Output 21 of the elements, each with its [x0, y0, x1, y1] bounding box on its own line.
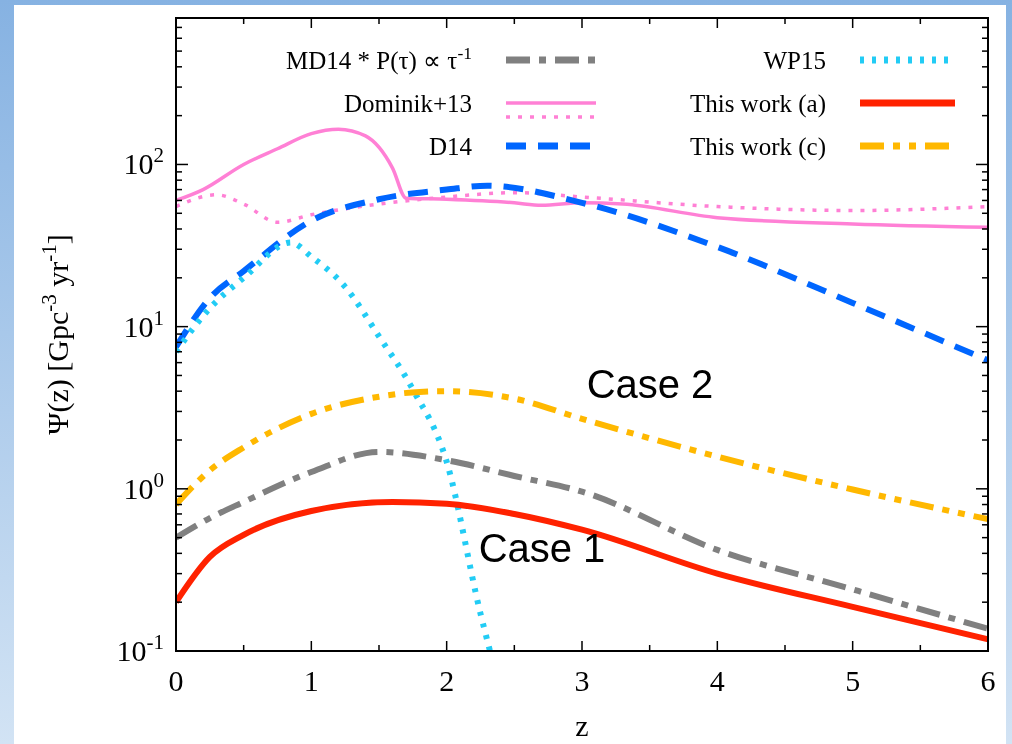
legend-label: Dominik+13 [344, 90, 472, 117]
x-tick-label: 3 [574, 664, 590, 697]
x-tick-label: 6 [980, 664, 996, 697]
legend-label: This work (a) [689, 90, 826, 118]
legend-label: D14 [428, 133, 473, 160]
legend-label: WP15 [763, 47, 826, 74]
legend-label: MD14 * P(τ) ∝ τ$^{-1}$ [285, 43, 472, 75]
y-tick-label: 10$^{2}$ [123, 143, 164, 181]
x-tick-label: 2 [439, 664, 455, 697]
x-tick-label: 5 [845, 664, 861, 697]
line-series [176, 127, 988, 230]
annotation: Case 2 [586, 362, 714, 406]
x-axis-title: z [575, 709, 589, 742]
x-tick-label: 4 [709, 664, 725, 697]
y-tick-label: 10$^{0}$ [123, 467, 164, 505]
x-tick-label: 0 [168, 664, 184, 697]
y-tick-label: 10$^{-1}$ [116, 630, 164, 667]
x-tick-label: 1 [303, 664, 319, 697]
legend-label: This work (c) [689, 133, 826, 161]
y-tick-label: 10$^{1}$ [123, 305, 164, 343]
annotation: Case 1 [478, 526, 606, 570]
